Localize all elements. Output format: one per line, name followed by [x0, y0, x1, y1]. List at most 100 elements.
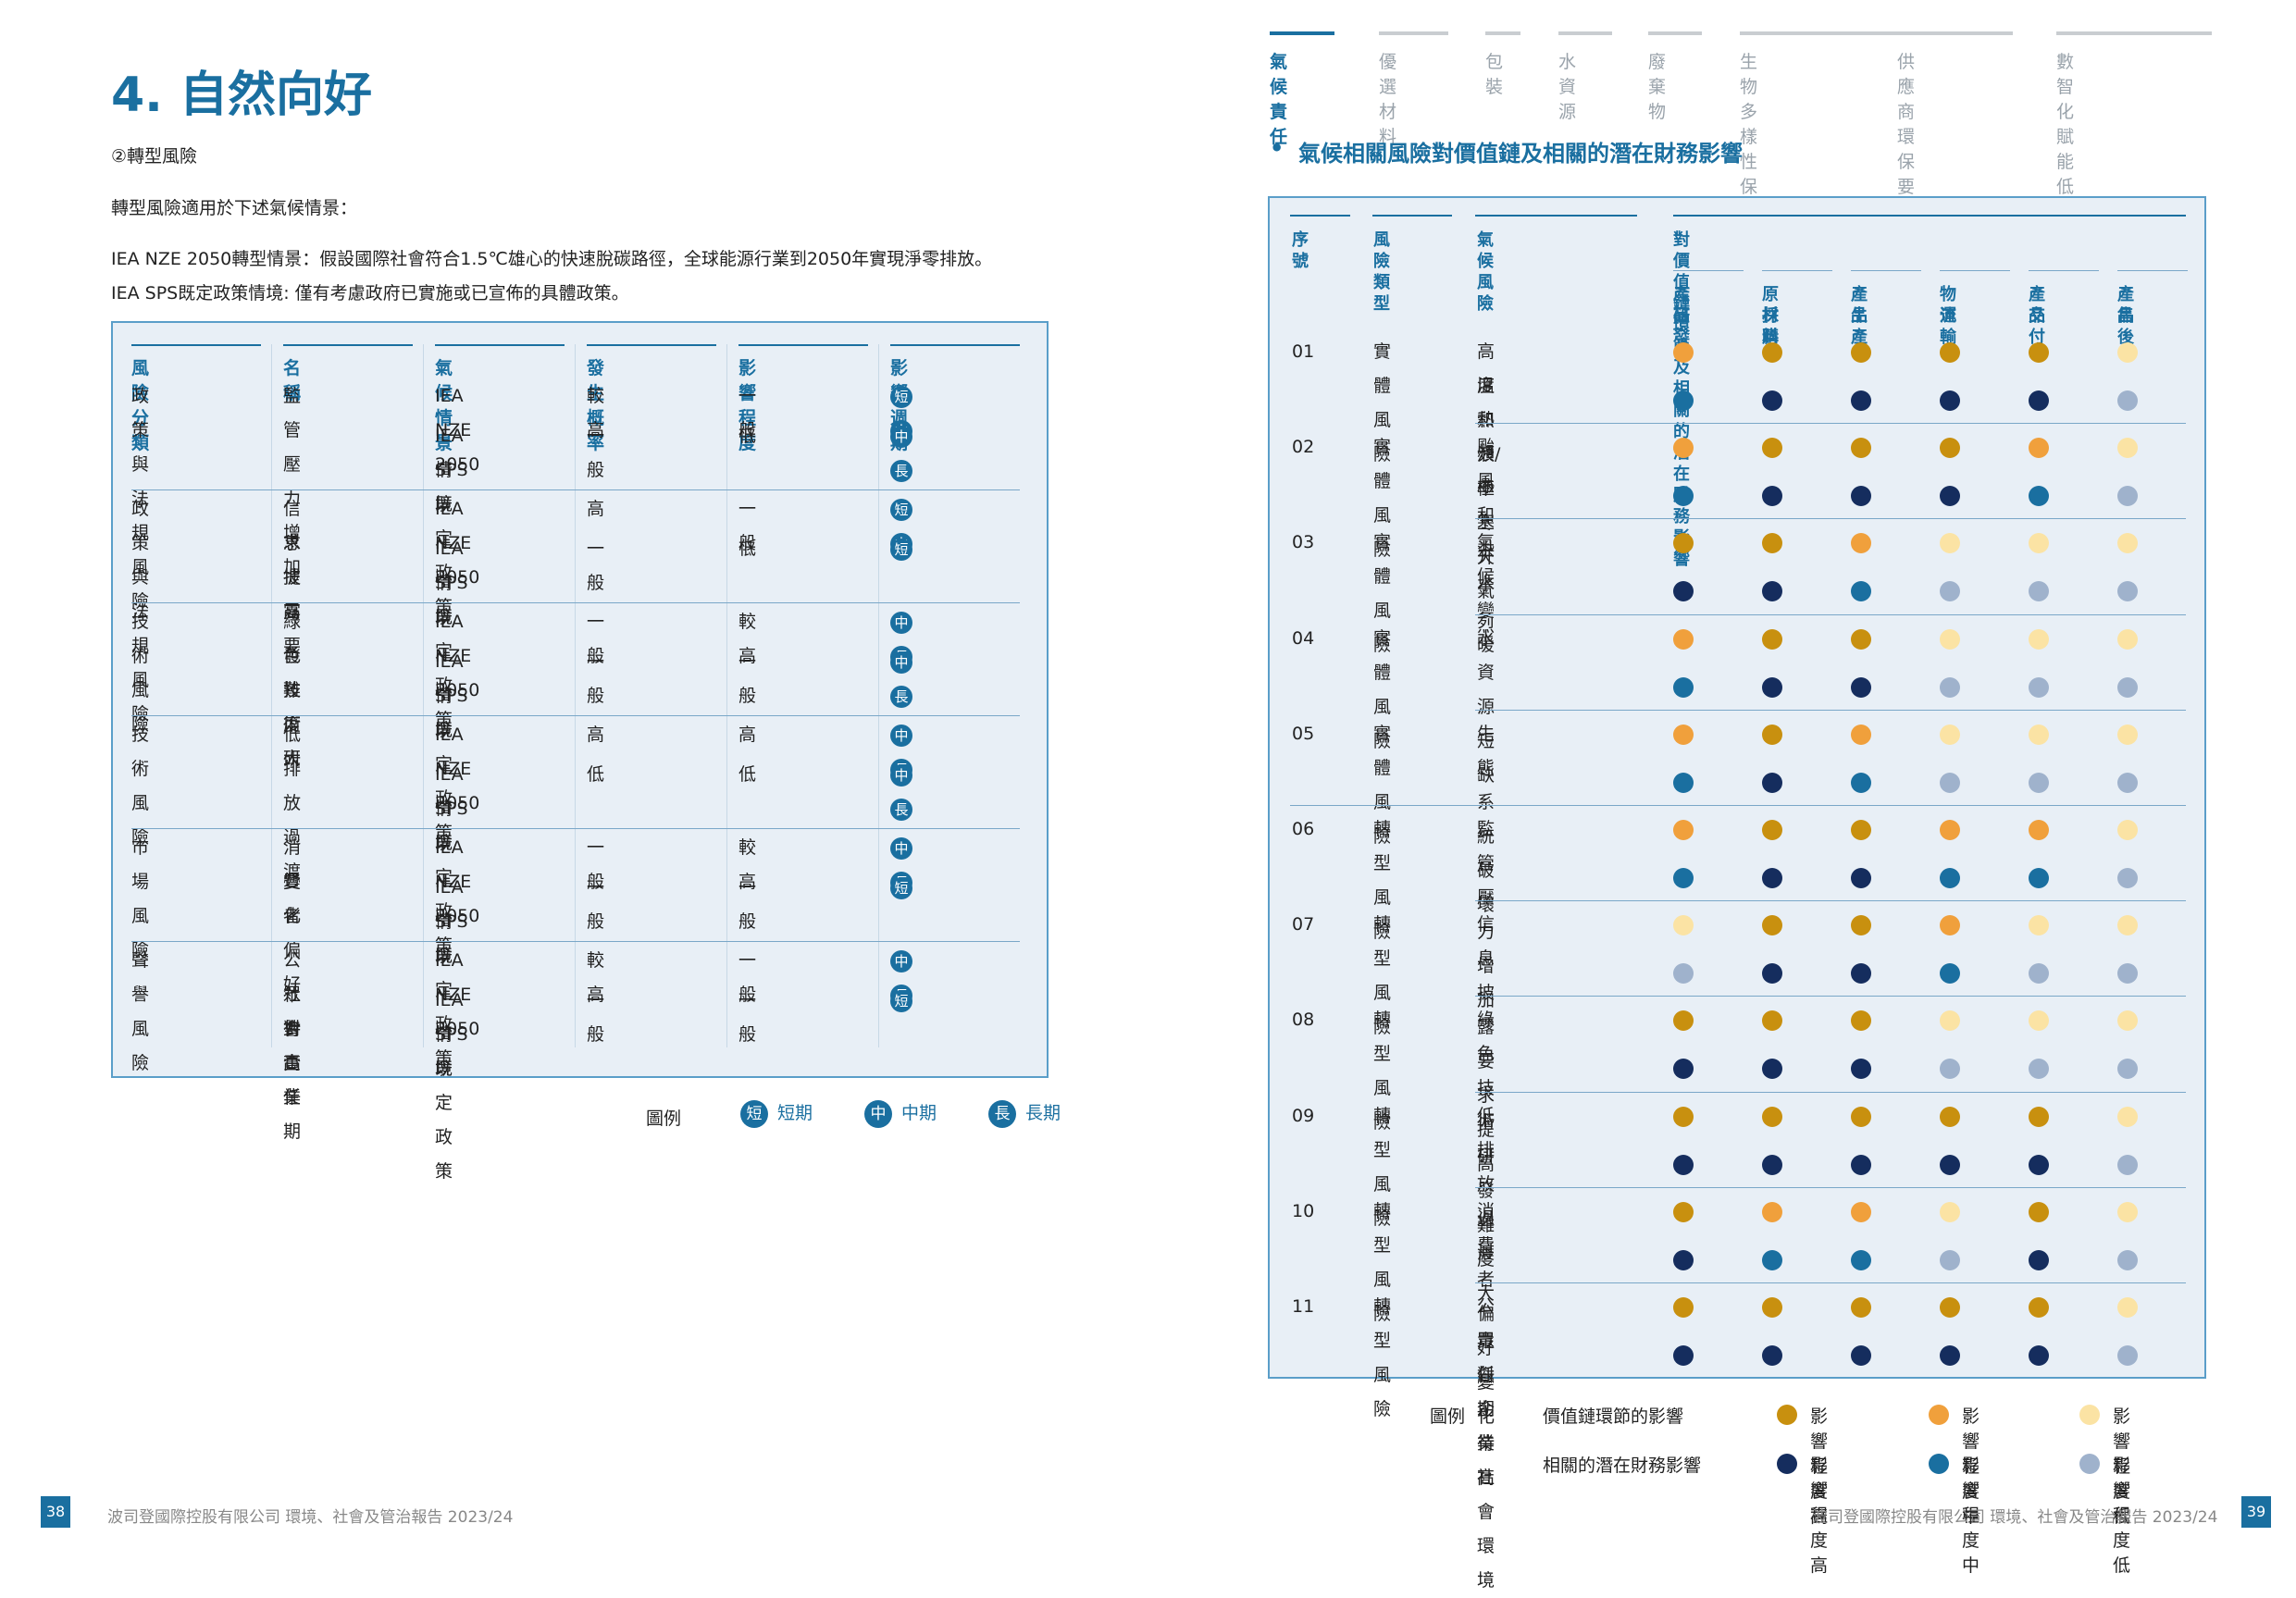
risk-type: 實體風險 — [1373, 532, 1392, 656]
risk-type: 實體風險 — [1373, 627, 1392, 751]
value-chain-impact-dot — [1851, 342, 1871, 363]
financial-impact-dot — [2029, 1059, 2049, 1080]
financial-impact-dot — [1851, 676, 1871, 698]
row-divider — [1475, 996, 2186, 997]
table-header-cell: 名稱 — [283, 358, 302, 403]
nav-tab-7[interactable]: 供應商環保要求 — [1897, 52, 1916, 222]
period-badge: 短 — [890, 498, 912, 521]
nav-tab-1[interactable]: 氣候責任 — [1270, 52, 1288, 147]
financial-impact-dot — [2117, 963, 2138, 985]
impact-legend-row2-label: 相關的潛在財務影響 — [1543, 1456, 1702, 1476]
risk-type: 實體風險 — [1373, 437, 1392, 561]
value-chain-impact-dot — [1940, 438, 1960, 459]
climate-risk: 責任期待高 — [1477, 1331, 1496, 1488]
financial-impact-dot — [1940, 1345, 1960, 1366]
financial-impact-dot — [1762, 676, 1782, 698]
financial-impact-dot — [1673, 1154, 1694, 1175]
legend-label: 圖例 — [646, 1109, 682, 1129]
period-badge: 中 — [890, 650, 912, 674]
row-divider — [1475, 900, 2186, 902]
financial-impact-dot — [2117, 1345, 2138, 1366]
financial-impact-dot — [1673, 486, 1694, 507]
value-chain-impact-dot — [1673, 628, 1694, 650]
value-chain-impact-dot — [1762, 1106, 1782, 1127]
financial-impact-dot — [1940, 868, 1960, 888]
period-badge: 長 — [890, 685, 912, 708]
value-chain-impact-dot — [1851, 533, 1871, 554]
financial-impact-dot — [1851, 868, 1871, 888]
climate-risk: 度和頻率上升 — [1477, 376, 1496, 567]
probability-cell: 高 — [587, 725, 605, 745]
period-badge: 中 — [890, 724, 912, 747]
group-divider — [131, 602, 1020, 603]
value-chain-impact-dot — [1762, 1297, 1782, 1318]
nav-tab-4[interactable]: 水資源 — [1558, 52, 1577, 122]
row-number: 03 — [1292, 532, 1315, 553]
financial-impact-dot — [1673, 1059, 1694, 1080]
financial-impact-dot — [1762, 1345, 1782, 1366]
value-chain-impact-dot — [1762, 628, 1782, 650]
financial-impact-dot — [1851, 581, 1871, 602]
stage-header-rule — [1851, 270, 1921, 271]
value-chain-impact-dot — [1940, 1106, 1960, 1127]
risk-name-cell: 待高 — [283, 1019, 302, 1073]
financial-impact-dot — [1762, 868, 1782, 888]
period-cell: 中長 — [890, 758, 918, 826]
climate-risk: 監管壓力增加 — [1477, 819, 1496, 1010]
impact-cell: 一般 — [738, 950, 757, 1005]
risk-type: 轉型風險 — [1373, 1296, 1392, 1419]
row-number: 06 — [1292, 819, 1315, 839]
column-separator — [726, 344, 727, 1047]
risk-category-cell: 技術風險 — [131, 612, 150, 735]
period-badge: 中 — [890, 836, 912, 860]
value-chain-impact-dot — [1851, 1106, 1871, 1127]
climate-risk: 消費者偏好變化 — [1477, 1200, 1496, 1427]
row-number: 01 — [1292, 341, 1315, 362]
nav-tab-3[interactable]: 包裝 — [1485, 52, 1504, 97]
risk-name-cell: 變化 — [283, 872, 302, 926]
legend-financial-dot — [2079, 1454, 2100, 1474]
column-separator — [423, 344, 424, 1047]
value-chain-impact-dot — [1940, 820, 1960, 840]
financial-impact-dot — [2029, 581, 2049, 602]
legend-text: 中期 — [901, 1103, 937, 1123]
nav-tab-indicator — [1379, 31, 1448, 35]
legend-value-chain-text: 影響程度中 — [1962, 1406, 1980, 1527]
impact-cell: 高 — [738, 725, 757, 745]
value-chain-impact-dot — [1940, 915, 1960, 936]
nav-tab-2[interactable]: 優選材料 — [1379, 52, 1397, 147]
nav-tab-5[interactable]: 廢棄物 — [1648, 52, 1667, 122]
row-divider — [1475, 423, 2186, 425]
value-chain-impact-dot — [2029, 724, 2049, 745]
period-cell: 中長 — [890, 419, 918, 488]
value-chain-impact-dot — [2117, 724, 2138, 745]
value-chain-impact-dot — [1762, 342, 1782, 363]
financial-impact-dot — [1762, 772, 1782, 793]
risk-name-cell: 求提高 — [283, 533, 302, 622]
period-badge: 長 — [890, 459, 912, 482]
risk-type: 實體風險 — [1373, 341, 1392, 465]
probability-cell: 一般 — [587, 990, 605, 1045]
stage-header: 產品 — [1673, 285, 1690, 326]
financial-impact-dot — [2117, 390, 2138, 411]
probability-cell: 一般 — [587, 612, 605, 666]
financial-impact-dot — [1673, 772, 1694, 793]
legend-text: 短期 — [777, 1103, 813, 1123]
risk-category-cell: 市場風險 — [131, 837, 150, 960]
risk-category-cell: 政策與法規風險 — [131, 499, 150, 725]
header-no: 序號 — [1292, 230, 1309, 271]
nav-tab-indicator — [1485, 31, 1520, 35]
risk-category-cell: 政策與法規風險 — [131, 386, 150, 612]
table-header-rule — [1372, 215, 1452, 217]
risk-name-cell: 發難度大 — [283, 646, 302, 769]
row-number: 02 — [1292, 437, 1315, 458]
period-badge: 短 — [890, 876, 912, 899]
scenario-cell-cont: 情境 — [435, 460, 453, 514]
climate-risk: 氣候變暖 — [1477, 532, 1496, 656]
value-chain-impact-dot — [1673, 1010, 1694, 1032]
row-number: 08 — [1292, 1010, 1315, 1031]
footer-right: 波司登國際控股有限公司 環境、社會及管治報告 2023/24 — [1812, 1508, 2218, 1527]
risk-name-cell: 信 息 披 露 要 — [283, 499, 302, 656]
column-separator — [575, 344, 576, 1047]
financial-impact-dot — [2117, 868, 2138, 888]
